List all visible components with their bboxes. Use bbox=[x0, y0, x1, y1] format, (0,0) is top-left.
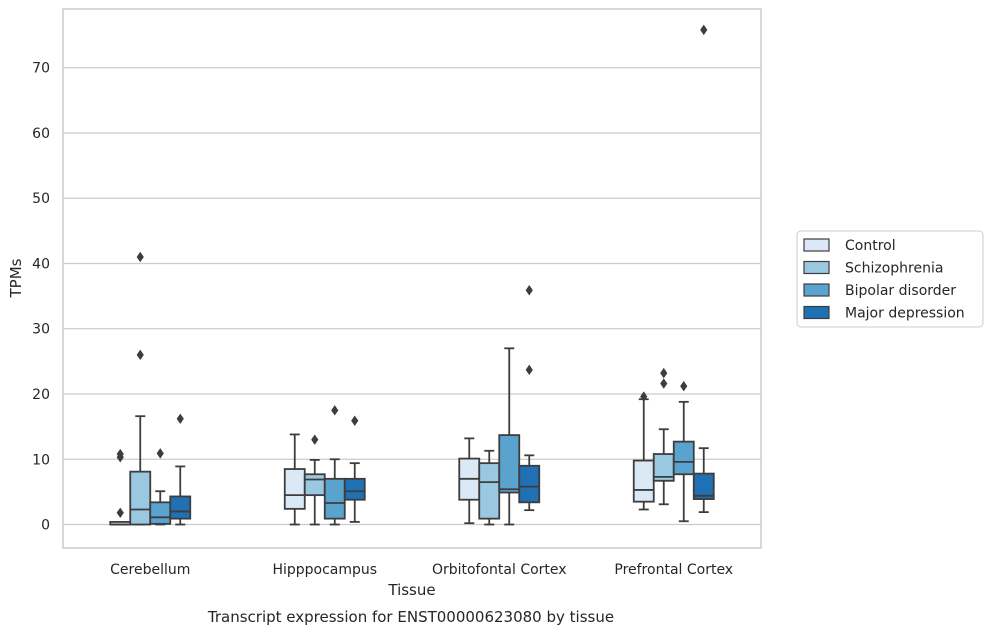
outlier-point bbox=[700, 24, 708, 36]
box bbox=[518, 464, 541, 504]
box-group bbox=[323, 405, 346, 526]
outlier-point bbox=[680, 380, 688, 392]
outlier-point bbox=[176, 413, 184, 424]
legend-label: Control bbox=[845, 238, 896, 254]
box-group bbox=[149, 448, 172, 526]
legend-frame bbox=[796, 230, 984, 328]
box-group bbox=[343, 415, 366, 523]
x-tick-label: Orbitofontal Cortex bbox=[432, 562, 567, 578]
x-tick-label: Hipppocampus bbox=[272, 562, 377, 578]
box bbox=[149, 501, 172, 525]
box-group bbox=[129, 251, 152, 526]
y-tick-label: 10 bbox=[32, 452, 50, 468]
y-tick-label: 60 bbox=[32, 126, 50, 142]
box bbox=[283, 468, 306, 510]
box bbox=[303, 473, 326, 497]
y-tick-label: 30 bbox=[32, 322, 50, 338]
outlier-point bbox=[116, 448, 124, 460]
outlier-point bbox=[525, 364, 533, 376]
box bbox=[498, 434, 521, 494]
legend-label: Major depression bbox=[845, 306, 965, 322]
legend-label: Bipolar disorder bbox=[845, 283, 956, 299]
box-group bbox=[283, 433, 306, 526]
box-group bbox=[169, 413, 192, 526]
legend-label: Schizophrenia bbox=[845, 261, 943, 277]
box-group bbox=[672, 380, 695, 523]
outlier-point bbox=[351, 415, 359, 426]
outlier-point bbox=[660, 378, 668, 389]
box-group bbox=[518, 285, 541, 512]
plot-frame bbox=[62, 8, 762, 549]
box-group bbox=[458, 437, 481, 525]
box bbox=[632, 459, 655, 503]
y-axis-label: TPMs bbox=[7, 258, 25, 298]
box bbox=[169, 495, 192, 520]
box bbox=[692, 472, 715, 500]
y-tick-label: 0 bbox=[41, 518, 50, 534]
box-group bbox=[109, 448, 132, 526]
box-group bbox=[478, 449, 501, 526]
box-group bbox=[652, 367, 675, 506]
outlier-point bbox=[331, 405, 339, 416]
outlier-point bbox=[116, 507, 124, 518]
grid-layer bbox=[63, 67, 761, 526]
y-tick-label: 50 bbox=[32, 191, 50, 207]
outlier-point bbox=[660, 367, 668, 379]
box bbox=[343, 477, 366, 501]
x-tick-label: Cerebellum bbox=[110, 562, 190, 578]
outlier-point bbox=[136, 251, 144, 263]
box-group bbox=[303, 434, 326, 526]
outlier-point bbox=[640, 391, 648, 402]
legend-swatch bbox=[803, 305, 830, 320]
x-tick-label: Prefrontal Cortex bbox=[614, 562, 733, 578]
legend: Control Schizophrenia Bipolar disorder Majo… bbox=[796, 230, 984, 328]
y-tick-label: 40 bbox=[32, 256, 50, 272]
tick-layer: 0 10 20 30 40 50 60 70 Cerebellum Hipppocampus Orb… bbox=[32, 61, 733, 578]
legend-swatch bbox=[803, 283, 830, 297]
outlier-point bbox=[156, 448, 164, 459]
box-group bbox=[632, 391, 655, 511]
box-group bbox=[498, 347, 521, 526]
box bbox=[672, 440, 695, 476]
outlier-point bbox=[136, 349, 144, 361]
x-axis-label: Tissue bbox=[387, 581, 435, 599]
y-tick-label: 70 bbox=[32, 61, 50, 77]
box-layer bbox=[109, 24, 715, 526]
outlier-point bbox=[525, 285, 533, 296]
y-tick-label: 20 bbox=[32, 387, 50, 403]
legend-swatch bbox=[803, 260, 830, 275]
legend-swatch bbox=[803, 238, 830, 252]
box-group bbox=[692, 24, 715, 514]
box bbox=[323, 477, 346, 520]
box bbox=[478, 462, 501, 520]
chart-caption: Transcript expression for ENST0000062308… bbox=[207, 608, 614, 626]
box bbox=[129, 470, 152, 526]
outlier-point bbox=[311, 434, 319, 445]
